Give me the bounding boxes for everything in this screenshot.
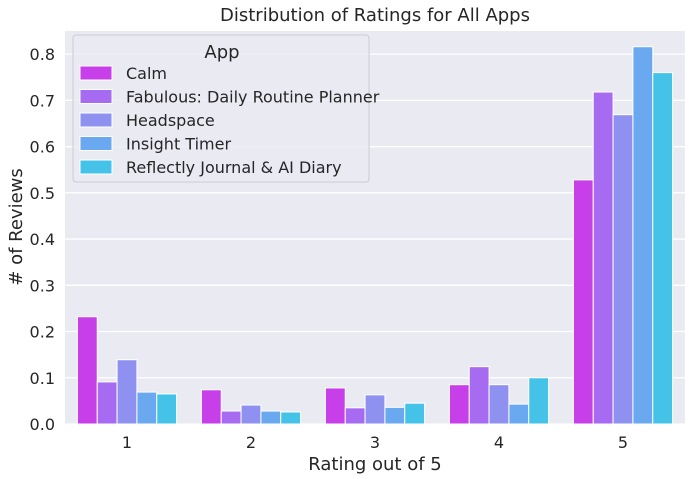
legend: App Calm Fabulous: Daily Routine Planner H… bbox=[72, 34, 380, 183]
chart-title: Distribution of Ratings for All Apps bbox=[220, 5, 530, 26]
legend-swatch bbox=[79, 136, 113, 151]
bar-calm-rating-2 bbox=[200, 389, 222, 425]
legend-label: Headspace bbox=[126, 111, 215, 130]
legend-swatch bbox=[79, 112, 113, 128]
y-tick-labels: 0.0 0.1 0.2 0.3 0.4 0.5 0.6 0.7 0.8 bbox=[30, 45, 55, 434]
legend-title: App bbox=[204, 42, 239, 63]
bar-reflectly-journal-ai-diary-rating-2 bbox=[280, 411, 302, 425]
bar-reflectly-journal-ai-diary-rating-4 bbox=[528, 377, 550, 425]
bar-headspace-rating-1 bbox=[116, 359, 138, 425]
bar-headspace-rating-2 bbox=[240, 404, 262, 425]
bar-headspace-rating-5 bbox=[612, 114, 634, 425]
bar-calm-rating-5 bbox=[572, 179, 594, 425]
bar-insight-timer-rating-5 bbox=[632, 46, 654, 425]
y-axis-title: # of Reviews bbox=[6, 168, 27, 285]
bar-reflectly-journal-ai-diary-rating-5 bbox=[652, 72, 674, 425]
bar-fabulous-daily-routine-planner-rating-5 bbox=[592, 91, 614, 425]
legend-swatch bbox=[79, 65, 113, 81]
y-tick-label: 0.1 bbox=[30, 369, 55, 388]
bar-reflectly-journal-ai-diary-rating-3 bbox=[404, 402, 426, 425]
y-tick-label: 0.6 bbox=[30, 138, 55, 157]
bars-group bbox=[76, 46, 674, 425]
x-tick-label: 1 bbox=[122, 433, 132, 452]
y-tick-label: 0.3 bbox=[30, 276, 55, 295]
bar-fabulous-daily-routine-planner-rating-3 bbox=[344, 407, 366, 425]
legend-box bbox=[72, 34, 370, 183]
x-tick-label: 2 bbox=[246, 433, 256, 452]
y-tick-label: 0.0 bbox=[30, 415, 55, 434]
x-tick-labels: 1 2 3 4 5 bbox=[122, 433, 628, 452]
legend-label: Insight Timer bbox=[126, 135, 231, 154]
bar-reflectly-journal-ai-diary-rating-1 bbox=[156, 393, 178, 425]
y-tick-label: 0.2 bbox=[30, 323, 55, 342]
legend-swatch bbox=[79, 159, 113, 175]
bar-fabulous-daily-routine-planner-rating-1 bbox=[96, 381, 118, 425]
x-tick-label: 5 bbox=[618, 433, 628, 452]
y-tick-label: 0.4 bbox=[30, 230, 55, 249]
y-tick-label: 0.5 bbox=[30, 184, 55, 203]
legend-swatch bbox=[79, 89, 113, 104]
bar-calm-rating-3 bbox=[324, 387, 346, 425]
legend-items: Calm Fabulous: Daily Routine Planner Heads… bbox=[79, 64, 380, 177]
legend-label: Calm bbox=[126, 64, 167, 83]
bar-headspace-rating-4 bbox=[488, 384, 510, 425]
y-tick-label: 0.8 bbox=[30, 45, 55, 64]
bar-fabulous-daily-routine-planner-rating-4 bbox=[468, 366, 490, 425]
bar-insight-timer-rating-4 bbox=[508, 403, 530, 425]
y-tick-label: 0.7 bbox=[30, 91, 55, 110]
x-axis-title: Rating out of 5 bbox=[308, 454, 441, 475]
legend-label: Reflectly Journal & AI Diary bbox=[126, 158, 342, 177]
x-tick-label: 4 bbox=[494, 433, 504, 452]
bar-fabulous-daily-routine-planner-rating-2 bbox=[220, 410, 242, 425]
bar-calm-rating-4 bbox=[448, 384, 470, 425]
bar-insight-timer-rating-1 bbox=[136, 391, 158, 425]
bar-headspace-rating-3 bbox=[364, 394, 386, 425]
legend-label: Fabulous: Daily Routine Planner bbox=[126, 88, 380, 107]
bar-calm-rating-1 bbox=[76, 316, 98, 425]
bar-insight-timer-rating-2 bbox=[260, 410, 282, 425]
bar-insight-timer-rating-3 bbox=[384, 406, 406, 425]
x-tick-label: 3 bbox=[370, 433, 380, 452]
